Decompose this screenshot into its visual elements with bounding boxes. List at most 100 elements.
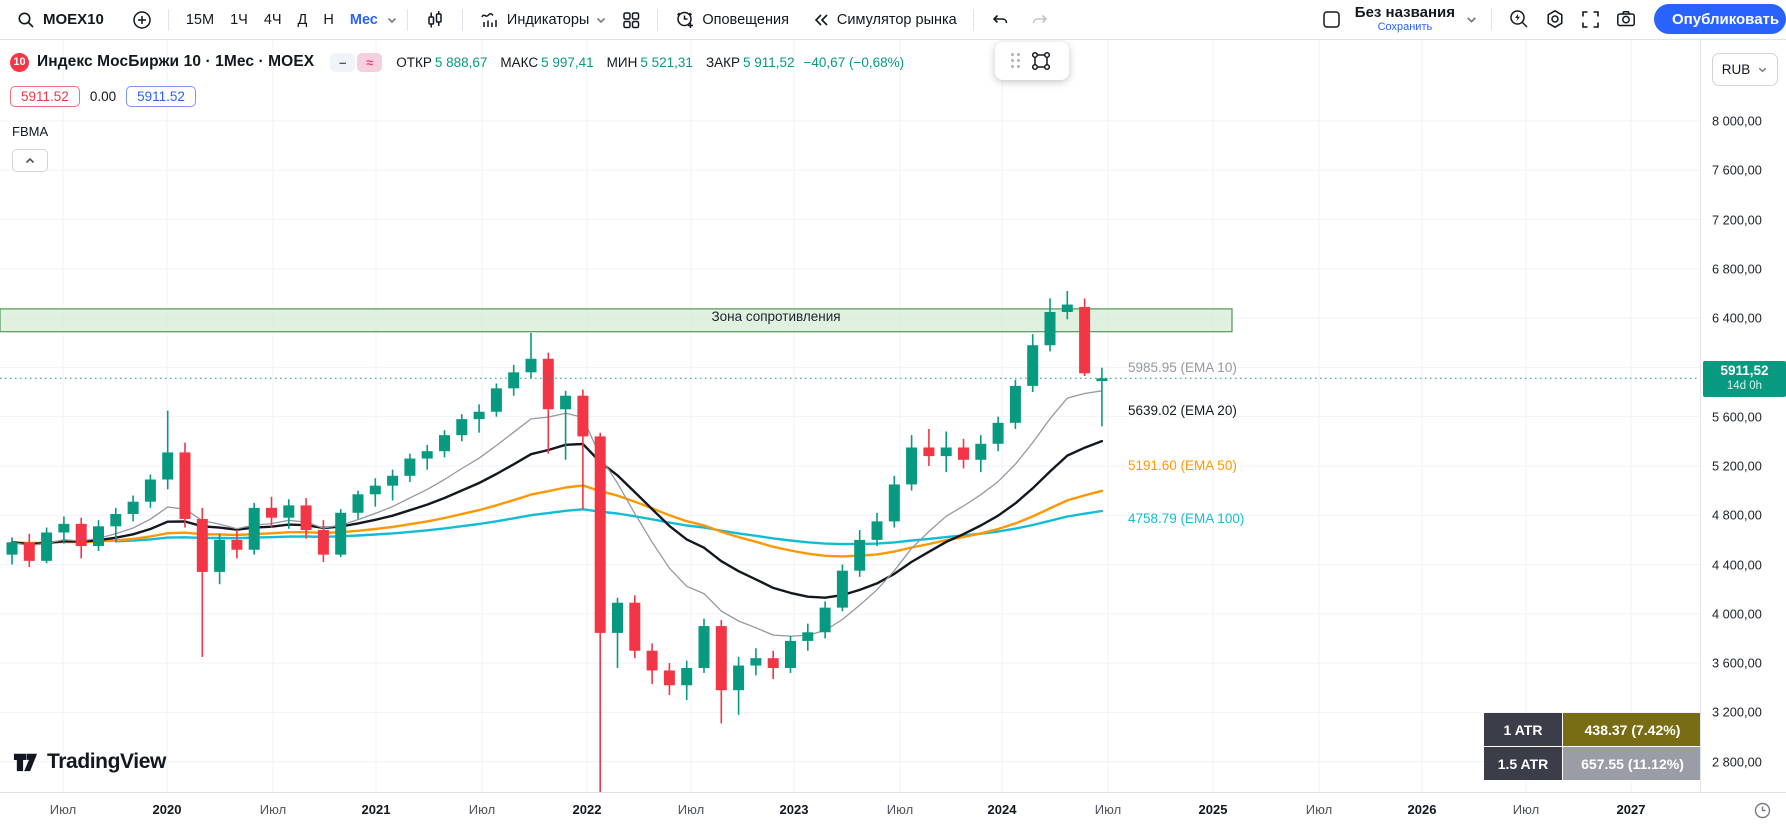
- tradingview-logo-icon: [13, 753, 38, 772]
- symbol-search-button[interactable]: MOEX10: [10, 7, 111, 33]
- candle-body: [906, 447, 918, 485]
- time-tick-label: 2022: [572, 802, 602, 817]
- alerts-button[interactable]: Оповещения: [667, 5, 796, 35]
- timeframe-4h[interactable]: 4Ч: [263, 11, 282, 28]
- layout-grid-button[interactable]: [614, 6, 648, 34]
- candle-body: [992, 422, 1004, 444]
- toolbar-separator: [461, 8, 463, 31]
- collapse-indicator-button[interactable]: [12, 149, 48, 172]
- floating-drawing-toolbar[interactable]: [995, 42, 1069, 80]
- candle-body: [1027, 345, 1039, 386]
- candle-body: [300, 505, 312, 531]
- candle-body: [490, 388, 502, 412]
- indicators-button[interactable]: Индикаторы: [472, 5, 614, 35]
- layout-canvas-button[interactable]: [1314, 5, 1349, 34]
- layout-name-menu[interactable]: Без названия Сохранить: [1349, 3, 1461, 35]
- bid-price-badge[interactable]: 5911.52: [10, 86, 80, 107]
- time-tick-label: Июл: [468, 802, 496, 817]
- candle-body: [888, 484, 900, 522]
- time-tick-label: Июл: [677, 802, 705, 817]
- drag-handle-icon[interactable]: [1011, 53, 1021, 69]
- close-label: ЗАКР: [705, 54, 740, 70]
- plus-circle-icon: [132, 10, 152, 30]
- timeframe-1w[interactable]: Н: [323, 11, 334, 28]
- resistance-zone-label[interactable]: Зона сопротивления: [711, 309, 841, 324]
- chevron-down-icon[interactable]: [386, 14, 398, 26]
- layout-name: Без названия: [1354, 4, 1455, 22]
- candle-body: [1079, 307, 1091, 374]
- ema-line-100: [114, 508, 1104, 546]
- chart-pane[interactable]: [0, 40, 1700, 792]
- similar-series-toggle[interactable]: ≈: [357, 52, 383, 72]
- timeframe-1month-selected[interactable]: Мес: [349, 11, 378, 28]
- fullscreen-button[interactable]: [1573, 5, 1608, 34]
- timeframe-15m[interactable]: 15М: [185, 11, 215, 28]
- candle-body: [871, 521, 883, 540]
- close-value: 5 911,52: [742, 54, 795, 70]
- ask-price-badge[interactable]: 5911.52: [126, 86, 196, 107]
- indicator-name-label[interactable]: FBMA: [12, 124, 49, 139]
- open-value: 5 888,67: [434, 54, 488, 70]
- candle-body: [144, 479, 156, 502]
- currency-selector[interactable]: RUB: [1712, 53, 1778, 86]
- rectangle-tool-icon[interactable]: [1029, 49, 1053, 73]
- time-axis[interactable]: Июл 2020 Июл 2021 Июл 2022 Июл 2023 Июл 2024 Июл 20…: [0, 792, 1786, 829]
- ema-label-100: 4758.79 (EMA 100): [1128, 511, 1245, 527]
- redo-arrow-icon: [1030, 10, 1050, 30]
- toolbar-separator: [1491, 8, 1492, 31]
- price-tick-label: 8 000,00: [1712, 113, 1762, 129]
- chart-type-button[interactable]: [417, 5, 453, 35]
- candle-body: [594, 436, 606, 633]
- candle-body: [646, 650, 658, 671]
- price-axis[interactable]: RUB 8 000,00 7 600,00 7 200,00 6 800,00 6 40…: [1700, 40, 1786, 792]
- undo-button[interactable]: [983, 6, 1017, 34]
- timeframe-1d[interactable]: Д: [297, 11, 308, 28]
- atr-table[interactable]: 1 ATR 438.37 (7.42%) 1.5 ATR 657.55 (11.…: [1484, 713, 1702, 780]
- atr-row1-label: 1 ATR: [1484, 713, 1562, 746]
- candle-body: [248, 507, 260, 550]
- candle-body: [404, 458, 416, 476]
- save-link[interactable]: Сохранить: [1377, 21, 1433, 34]
- candle-body: [23, 542, 35, 561]
- toolbar-separator: [406, 8, 408, 31]
- chart-legend: 10 Индекс МосБиржи 10 · 1Мес · MOEX – ≈ …: [10, 50, 904, 74]
- ohlc-values: ОТКР 5 888,67 МАКС 5 997,41 МИН 5 521,31 ЗА…: [396, 55, 904, 70]
- candle-body: [352, 494, 364, 513]
- snapshot-button[interactable]: [1608, 4, 1644, 34]
- last-price-tag: 5911,52 14d 0h: [1703, 361, 1786, 397]
- candle-body: [958, 447, 969, 460]
- redo-button[interactable]: [1023, 6, 1057, 34]
- settings-button[interactable]: [1537, 4, 1573, 34]
- ema-line-20: [10, 439, 1104, 599]
- timeframe-1h[interactable]: 1Ч: [230, 11, 248, 28]
- chevron-down-icon[interactable]: [1465, 13, 1478, 26]
- legend-toggles: – ≈: [330, 52, 383, 72]
- candle-body: [542, 358, 554, 410]
- time-tick-label: 2026: [1407, 802, 1437, 817]
- time-tick-label: Июл: [1094, 802, 1122, 817]
- quick-search-button[interactable]: [1501, 4, 1537, 34]
- candle-body: [802, 632, 814, 641]
- compare-add-button[interactable]: [125, 6, 159, 34]
- legend-title[interactable]: Индекс МосБиржи 10 · 1Мес · MOEX: [37, 53, 315, 70]
- time-tick-label: 2021: [361, 802, 391, 817]
- candle-body: [41, 532, 53, 561]
- candle-body: [266, 507, 277, 518]
- candle-body: [733, 665, 745, 691]
- market-simulator-button[interactable]: Симулятор рынка: [804, 6, 964, 34]
- time-axis-settings-icon[interactable]: [1753, 801, 1772, 825]
- candle-body: [629, 602, 641, 651]
- candle-body: [508, 372, 520, 389]
- time-tick-label: 2020: [152, 802, 182, 817]
- low-label: МИН: [606, 54, 638, 70]
- hide-series-toggle[interactable]: –: [330, 52, 356, 72]
- time-tick-label: 2025: [1198, 802, 1228, 817]
- price-tick-label: 7 600,00: [1712, 162, 1762, 178]
- chevron-down-icon: [595, 14, 607, 26]
- candle-body: [1044, 311, 1056, 346]
- candle-body: [456, 419, 468, 436]
- toolbar-separator: [167, 8, 169, 31]
- candle-body: [93, 526, 104, 547]
- publish-button[interactable]: Опубликовать: [1654, 4, 1786, 35]
